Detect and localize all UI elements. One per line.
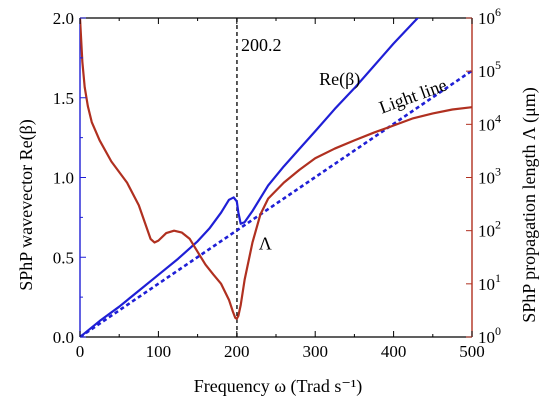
right-y-tick-label: 106 xyxy=(478,5,501,28)
left-y-tick-label: 0.0 xyxy=(53,328,74,347)
right-y-tick-base: 10 xyxy=(478,115,495,134)
right-y-tick-base: 10 xyxy=(478,9,495,28)
right-y-tick-base: 10 xyxy=(478,169,495,188)
right-y-tick-base: 10 xyxy=(478,222,495,241)
x-tick-label: 300 xyxy=(302,342,328,361)
x-axis-title: Frequency ω (Trad s⁻¹) xyxy=(194,376,363,397)
right-y-tick-exponent: 3 xyxy=(495,165,501,179)
left-y-tick-label: 0.5 xyxy=(53,248,74,267)
right-y-tick-base: 10 xyxy=(478,275,495,294)
right-y-tick-exponent: 5 xyxy=(495,58,501,72)
x-tick-label: 0 xyxy=(76,342,85,361)
x-tick-label: 400 xyxy=(381,342,407,361)
right-y-tick-label: 102 xyxy=(478,218,501,241)
right-y-tick-exponent: 4 xyxy=(495,111,501,125)
right-y-tick-label: 100 xyxy=(478,324,501,347)
left-y-tick-label: 1.0 xyxy=(53,169,74,188)
annotation-2: Λ xyxy=(259,233,272,253)
annotation-0: Re(β) xyxy=(319,69,360,90)
right-y-tick-base: 10 xyxy=(478,328,495,347)
right-y-tick-label: 101 xyxy=(478,271,501,294)
right-y-tick-exponent: 6 xyxy=(495,5,501,19)
re-beta-series xyxy=(80,18,420,337)
right-y-tick-exponent: 2 xyxy=(495,218,501,232)
light-line-series xyxy=(80,69,472,337)
right-y-tick-label: 104 xyxy=(478,111,501,134)
right-y-tick-label: 105 xyxy=(478,58,501,81)
x-tick-label: 500 xyxy=(459,342,485,361)
left-y-tick-label: 1.5 xyxy=(53,89,74,108)
x-tick-label: 100 xyxy=(146,342,172,361)
right-y-tick-exponent: 0 xyxy=(495,324,501,338)
right-y-tick-exponent: 1 xyxy=(495,271,501,285)
right-y-axis-title: SPhP propagation length Λ (μm) xyxy=(519,87,540,323)
right-y-tick-base: 10 xyxy=(478,62,495,81)
right-y-tick-label: 103 xyxy=(478,165,501,188)
ticks: 0 100 200 300 400 5000.00.51.01.52.0100101102… xyxy=(53,5,501,361)
left-y-axis-title: SPhP wavevector Re(β) xyxy=(16,119,37,290)
vline-label: 200.2 xyxy=(241,35,281,55)
x-tick-label: 200 xyxy=(224,342,250,361)
left-y-tick-label: 2.0 xyxy=(53,9,74,28)
propagation-length-series xyxy=(80,18,472,320)
plot-lines xyxy=(80,18,472,337)
